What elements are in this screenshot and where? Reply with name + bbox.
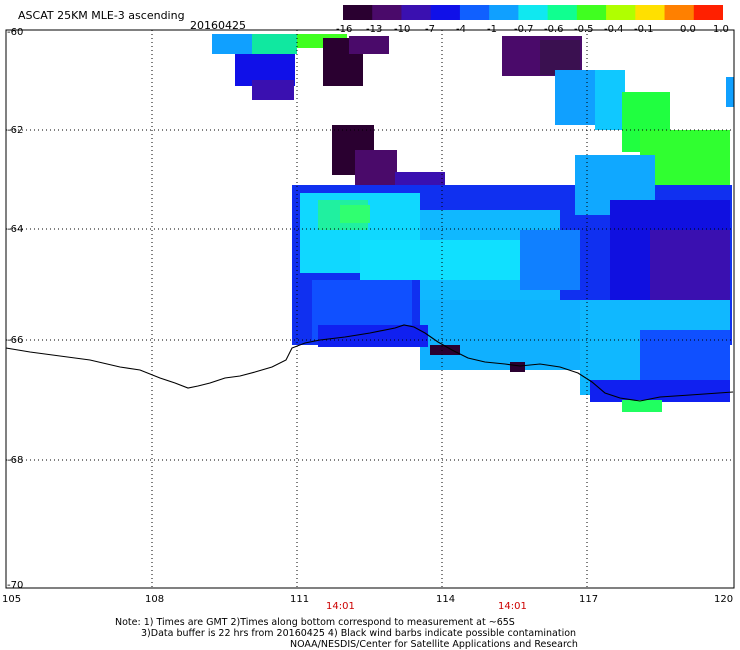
lon-label: 120 bbox=[714, 594, 734, 605]
lat-label: -60 bbox=[7, 27, 24, 38]
colorbar-segment bbox=[635, 5, 666, 20]
colorbar-segment bbox=[430, 5, 461, 20]
colorbar-segment bbox=[547, 5, 578, 20]
colorbar-segment bbox=[664, 5, 695, 20]
time-stamp: 14:01 bbox=[498, 601, 527, 612]
lat-label: -64 bbox=[7, 224, 24, 235]
lon-label: 117 bbox=[579, 594, 599, 605]
colorbar-segment bbox=[576, 5, 607, 20]
lon-label: 108 bbox=[145, 594, 165, 605]
lat-lon-grid bbox=[6, 30, 734, 588]
lat-label: -66 bbox=[7, 335, 24, 346]
colorbar-segment bbox=[372, 5, 402, 20]
colorbar-segment bbox=[343, 5, 373, 20]
lon-label: 105 bbox=[2, 594, 22, 605]
colorbar-segment bbox=[489, 5, 519, 20]
lon-label: 111 bbox=[290, 594, 310, 605]
colorbar bbox=[343, 5, 724, 20]
note-line-2: 3)Data buffer is 22 hrs from 20160425 4)… bbox=[141, 628, 577, 639]
data-field bbox=[212, 34, 734, 412]
colorbar-gradient bbox=[343, 5, 724, 20]
lon-label: 114 bbox=[436, 594, 456, 605]
lat-label: -62 bbox=[7, 125, 24, 136]
lat-label: -68 bbox=[7, 455, 24, 466]
note-line-1: Note: 1) Times are GMT 2)Times along bot… bbox=[115, 617, 515, 628]
colorbar-segment bbox=[459, 5, 490, 20]
colorbar-segment bbox=[606, 5, 636, 20]
coastline bbox=[5, 324, 734, 402]
map-frame bbox=[5, 29, 735, 589]
note-line-3: NOAA/NESDIS/Center for Satellite Applica… bbox=[290, 639, 578, 650]
time-stamp: 14:01 bbox=[326, 601, 355, 612]
colorbar-segment bbox=[401, 5, 432, 20]
product-date: 20160425 bbox=[190, 19, 246, 32]
colorbar-segment bbox=[518, 5, 549, 20]
product-title: ASCAT 25KM MLE-3 ascending bbox=[18, 9, 185, 22]
lat-label: -70 bbox=[7, 580, 24, 591]
colorbar-segment bbox=[693, 5, 724, 20]
